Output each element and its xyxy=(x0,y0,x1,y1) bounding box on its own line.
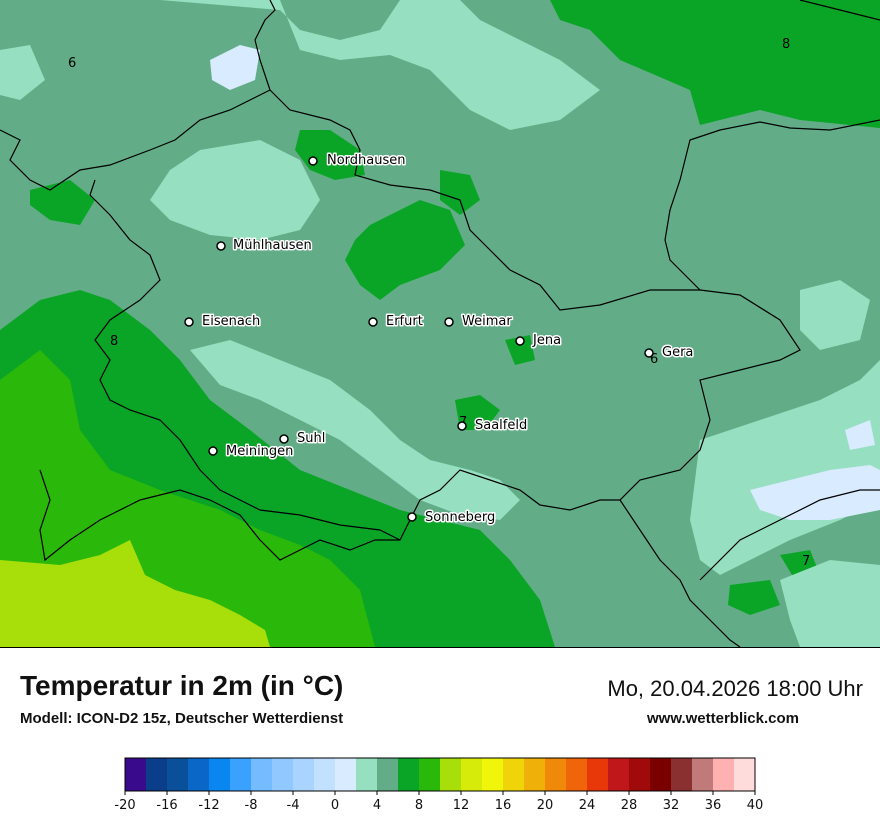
legend-swatch xyxy=(587,758,609,791)
city-label: Nordhausen xyxy=(327,153,406,168)
legend-swatch xyxy=(398,758,420,791)
temperature-map: 6 8 8 6 7 7 Nordhausen Mühlhausen Eisena… xyxy=(0,0,880,648)
legend-tick-label: -4 xyxy=(287,798,300,813)
legend-swatch xyxy=(230,758,252,791)
legend-swatch xyxy=(167,758,189,791)
city-markers: Nordhausen Mühlhausen Eisenach Erfurt We… xyxy=(184,152,695,527)
legend-swatches xyxy=(125,758,756,791)
legend-swatch xyxy=(650,758,672,791)
legend-tick-label: 4 xyxy=(373,798,381,813)
legend-tick-label: 12 xyxy=(453,798,470,813)
legend-tick-label: 8 xyxy=(415,798,423,813)
website-link[interactable]: www.wetterblick.com xyxy=(647,710,799,727)
isotherm-label: 7 xyxy=(802,554,810,569)
legend-swatch xyxy=(335,758,357,791)
legend-swatch xyxy=(671,758,693,791)
legend-tick-label: 28 xyxy=(621,798,638,813)
legend-swatch xyxy=(356,758,378,791)
legend-swatch xyxy=(734,758,756,791)
color-legend: -20 -16 -12 -8 -4 0 4 8 12 16 20 24 28 32 36 40 xyxy=(114,757,763,813)
legend-swatch xyxy=(272,758,294,791)
legend-swatch xyxy=(503,758,525,791)
city-label: Erfurt xyxy=(386,314,423,329)
zone-0-2 xyxy=(0,0,880,647)
legend-tick-label: 16 xyxy=(495,798,512,813)
city-label: Gera xyxy=(662,345,693,360)
isotherm-label: 6 xyxy=(650,352,658,367)
city-nordhausen: Nordhausen xyxy=(308,152,407,170)
legend-swatch xyxy=(419,758,441,791)
city-erfurt: Erfurt xyxy=(368,313,424,331)
city-label: Jena xyxy=(532,333,561,348)
isotherm-label: 8 xyxy=(782,37,790,52)
legend-swatch xyxy=(251,758,273,791)
legend-swatch xyxy=(482,758,504,791)
legend-swatch xyxy=(209,758,231,791)
legend-swatch xyxy=(629,758,651,791)
legend-swatch xyxy=(692,758,714,791)
legend-tick-label: 0 xyxy=(331,798,339,813)
legend-swatch xyxy=(461,758,483,791)
city-eisenach: Eisenach xyxy=(184,313,262,331)
city-jena: Jena xyxy=(515,332,563,350)
city-label: Weimar xyxy=(462,314,512,329)
legend-ticks: -20 -16 -12 -8 -4 0 4 8 12 16 20 24 28 32 36 40 xyxy=(114,791,763,813)
model-subtitle: Modell: ICON-D2 15z, Deutscher Wetterdie… xyxy=(20,710,344,727)
legend-swatch xyxy=(545,758,567,791)
city-sonneberg: Sonneberg xyxy=(407,509,497,527)
legend-tick-label: -16 xyxy=(156,798,177,813)
city-label: Saalfeld xyxy=(475,418,527,433)
legend-swatch xyxy=(188,758,210,791)
legend-tick-label: 36 xyxy=(705,798,722,813)
legend-swatch xyxy=(125,758,147,791)
city-muehlhausen: Mühlhausen xyxy=(216,237,313,255)
city-label: Sonneberg xyxy=(425,510,495,525)
legend-tick-label: 24 xyxy=(579,798,596,813)
legend-tick-label: -12 xyxy=(198,798,219,813)
city-label: Eisenach xyxy=(202,314,260,329)
legend-swatch xyxy=(608,758,630,791)
legend-swatch xyxy=(293,758,315,791)
legend-frame xyxy=(124,757,756,792)
city-gera: Gera xyxy=(644,344,695,362)
city-meiningen: Meiningen xyxy=(208,443,295,461)
legend-tick-label: 20 xyxy=(537,798,554,813)
city-weimar: Weimar xyxy=(444,313,514,331)
legend-swatch xyxy=(314,758,336,791)
legend-swatch xyxy=(566,758,588,791)
legend-tick-label: 40 xyxy=(747,798,764,813)
legend-tick-label: -20 xyxy=(114,798,135,813)
forecast-datetime: Mo, 20.04.2026 18:00 Uhr xyxy=(607,676,863,701)
legend-swatch xyxy=(440,758,462,791)
zone-minus2-0 xyxy=(210,45,880,520)
isotherm-label: 8 xyxy=(110,334,118,349)
city-suhl: Suhl xyxy=(279,430,327,448)
city-label: Suhl xyxy=(297,431,325,446)
legend-tick-label: 32 xyxy=(663,798,680,813)
zone-12-14 xyxy=(0,540,270,647)
map-title: Temperatur in 2m (in °C) xyxy=(20,670,344,701)
city-label: Meiningen xyxy=(226,444,293,459)
legend-swatch xyxy=(146,758,168,791)
legend-tick-label: -8 xyxy=(245,798,258,813)
isotherm-label: 6 xyxy=(68,56,76,71)
legend-swatch xyxy=(524,758,546,791)
legend-swatch xyxy=(377,758,399,791)
state-borders xyxy=(0,0,880,647)
legend-swatch xyxy=(713,758,735,791)
city-saalfeld: Saalfeld xyxy=(457,417,529,435)
city-label: Mühlhausen xyxy=(233,238,312,253)
